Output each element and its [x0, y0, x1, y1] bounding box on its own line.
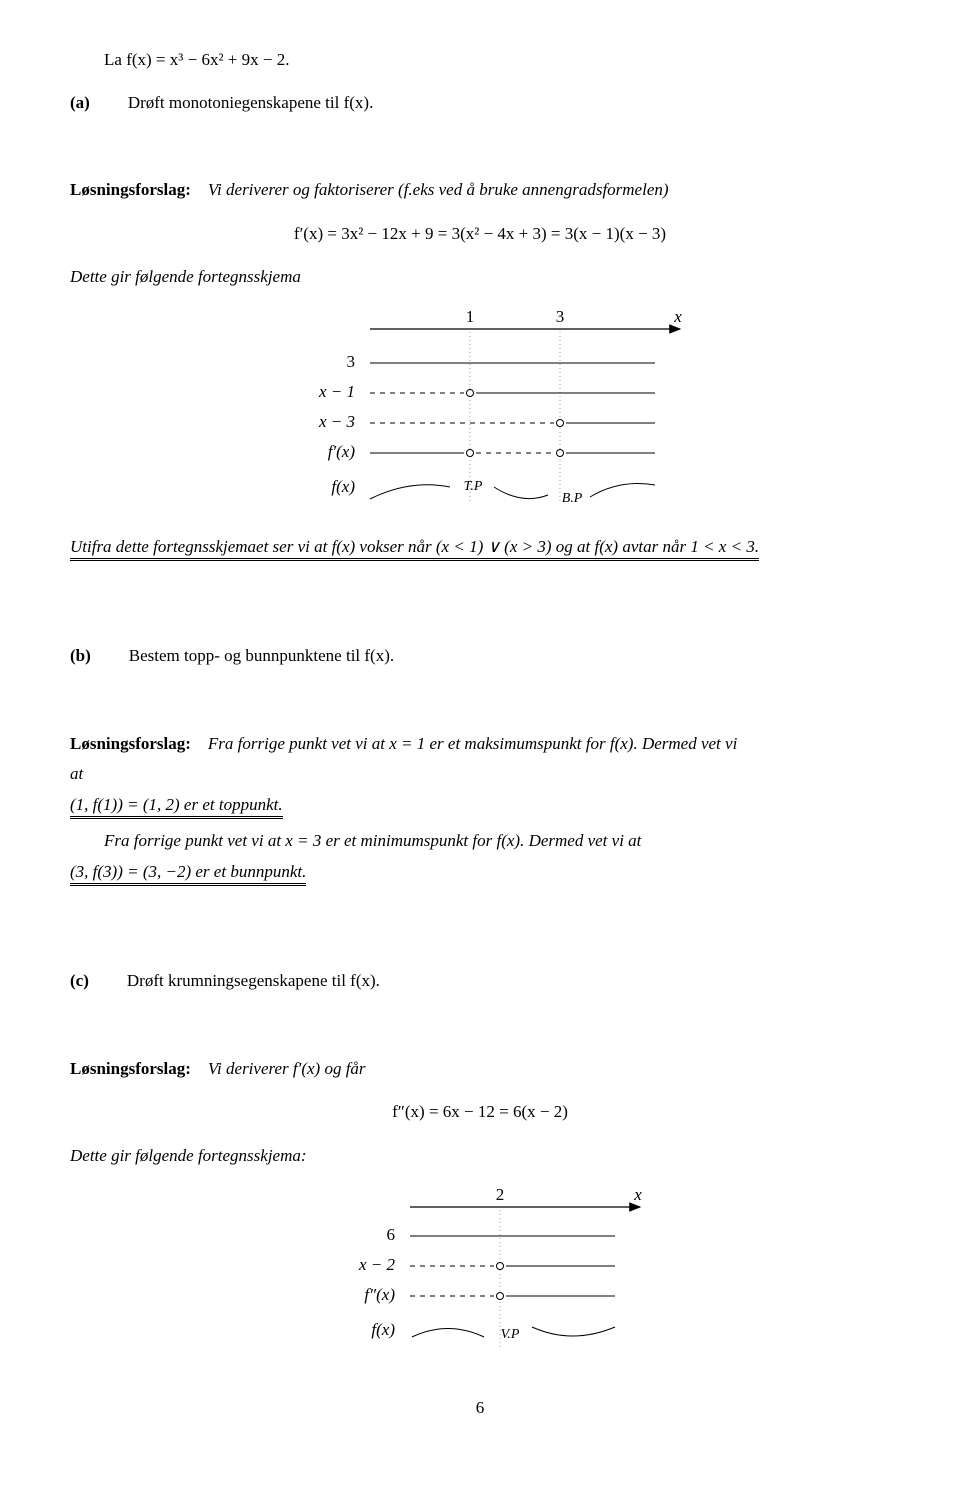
sol-b-l1: Løsningsforslag: Fra forrige punkt vet v…	[70, 731, 890, 757]
sol-c-leadtext: Vi deriverer f′(x) og får	[208, 1059, 366, 1078]
vp-label: V.P	[501, 1327, 520, 1342]
sol-b-toppoint: (1, f(1)) = (1, 2) er et toppunkt.	[70, 795, 283, 819]
row-fpp: f″(x)	[364, 1285, 395, 1304]
tp-label: T.P	[464, 479, 483, 494]
intro-la: La	[104, 50, 126, 69]
axis-3: 3	[556, 307, 565, 326]
part-b: (b) Bestem topp- og bunnpunktene til f(x…	[70, 643, 890, 669]
row-3: 3	[347, 352, 356, 371]
part-c: (c) Drøft krumningsegenskapene til f(x).	[70, 968, 890, 994]
axis-2: 2	[496, 1185, 505, 1204]
sol-b-bottompoint-wrap: (3, f(3)) = (3, −2) er et bunnpunkt.	[70, 859, 890, 885]
sol-a-follow: Dette gir følgende fortegnsskjema	[70, 264, 890, 290]
sol-b-toppoint-wrap: (1, f(1)) = (1, 2) er et toppunkt.	[70, 792, 890, 818]
part-c-label: (c)	[70, 968, 89, 994]
sol-a-conclusion-wrap: Utifra dette fortegnsskjemaet ser vi at …	[70, 534, 890, 560]
sol-b-heading: Løsningsforslag:	[70, 734, 191, 753]
row-6: 6	[387, 1225, 396, 1244]
row-xm2: x − 2	[358, 1255, 396, 1274]
axis-x: x	[673, 307, 682, 326]
part-b-label: (b)	[70, 643, 91, 669]
sol-c-eq: f″(x) = 6x − 12 = 6(x − 2)	[70, 1099, 890, 1125]
sol-a-heading: Løsningsforslag:	[70, 180, 191, 199]
sol-a-lead: Løsningsforslag: Vi deriverer og faktori…	[70, 177, 890, 203]
part-a-label: (a)	[70, 90, 90, 116]
sol-b-l1a: Fra forrige punkt vet vi at x = 1 er et …	[208, 734, 737, 753]
sol-b-l2: Fra forrige punkt vet vi at x = 3 er et …	[70, 828, 890, 854]
sol-c-lead: Løsningsforslag: Vi deriverer f′(x) og f…	[70, 1056, 890, 1082]
sol-b-bottompoint: (3, f(3)) = (3, −2) er et bunnpunkt.	[70, 862, 306, 886]
sol-a-conclusion: Utifra dette fortegnsskjemaet ser vi at …	[70, 537, 759, 561]
intro-fdef: f(x) = x³ − 6x² + 9x − 2.	[126, 50, 289, 69]
sign-chart-a: 1 3 x 3 x − 1 x − 3 f′(x) f(x) T.P B.P	[260, 307, 700, 517]
row-xm1: x − 1	[318, 382, 355, 401]
axis-x2: x	[633, 1185, 642, 1204]
part-a: (a) Drøft monotoniegenskapene til f(x).	[70, 90, 890, 116]
row-fx2: f(x)	[371, 1320, 395, 1339]
row-fx: f(x)	[331, 477, 355, 496]
sol-a-leadtext: Vi deriverer og faktoriserer (f.eks ved …	[208, 180, 669, 199]
axis-1: 1	[466, 307, 475, 326]
bp-label: B.P	[562, 491, 583, 506]
sol-c-heading: Løsningsforslag:	[70, 1059, 191, 1078]
intro-line: La f(x) = x³ − 6x² + 9x − 2.	[70, 47, 890, 73]
sol-b-l1b: at	[70, 761, 890, 787]
page-number: 6	[70, 1395, 890, 1421]
sol-c-follow: Dette gir følgende fortegnsskjema:	[70, 1143, 890, 1169]
part-b-text: Bestem topp- og bunnpunktene til f(x).	[129, 643, 394, 669]
part-a-text: Drøft monotoniegenskapene til f(x).	[128, 90, 374, 116]
row-fprime: f′(x)	[328, 442, 356, 461]
sign-chart-c: 2 x 6 x − 2 f″(x) f(x) V.P	[300, 1185, 660, 1365]
row-xm3: x − 3	[318, 412, 355, 431]
sol-a-eq: f′(x) = 3x² − 12x + 9 = 3(x² − 4x + 3) =…	[70, 221, 890, 247]
part-c-text: Drøft krumningsegenskapene til f(x).	[127, 968, 380, 994]
